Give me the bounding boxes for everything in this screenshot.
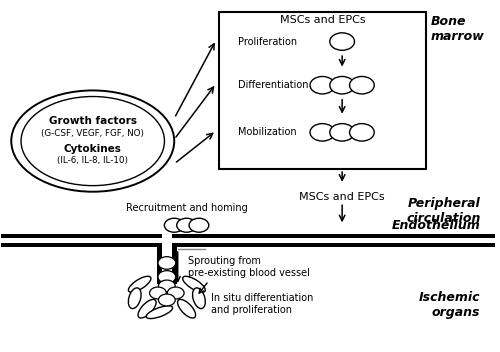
Ellipse shape <box>128 276 151 292</box>
Ellipse shape <box>182 276 206 292</box>
Ellipse shape <box>128 288 141 309</box>
Circle shape <box>330 33 354 50</box>
Circle shape <box>164 218 184 232</box>
Circle shape <box>176 218 197 232</box>
Bar <box>218 12 426 169</box>
Text: Proliferation: Proliferation <box>238 37 298 46</box>
Text: In situ differentiation
and proliferation: In situ differentiation and proliferatio… <box>212 293 314 315</box>
Text: Bone
marrow: Bone marrow <box>431 15 485 43</box>
Bar <box>172 247 176 284</box>
Text: Differentiation: Differentiation <box>238 80 309 90</box>
Bar <box>172 234 216 247</box>
Text: (IL-6, IL-8, IL-10): (IL-6, IL-8, IL-10) <box>58 157 128 165</box>
Ellipse shape <box>146 306 172 319</box>
Ellipse shape <box>138 300 156 318</box>
Circle shape <box>350 124 374 141</box>
Text: MSCs and EPCs: MSCs and EPCs <box>300 192 385 202</box>
Text: Growth factors: Growth factors <box>49 116 137 126</box>
Ellipse shape <box>192 288 205 309</box>
Ellipse shape <box>21 96 165 186</box>
Circle shape <box>158 294 175 306</box>
Circle shape <box>168 287 184 299</box>
Bar <box>162 247 172 284</box>
Bar <box>162 234 172 247</box>
Text: Sprouting from
pre-existing blood vessel: Sprouting from pre-existing blood vessel <box>188 256 310 278</box>
Circle shape <box>189 218 209 232</box>
Ellipse shape <box>178 300 196 318</box>
Ellipse shape <box>12 90 174 192</box>
Text: Endothelium: Endothelium <box>392 219 480 232</box>
Text: MSCs and EPCs: MSCs and EPCs <box>280 15 365 25</box>
Circle shape <box>158 271 176 283</box>
Text: Recruitment and homing: Recruitment and homing <box>126 203 248 213</box>
Bar <box>157 247 162 284</box>
Text: Mobilization: Mobilization <box>238 127 297 137</box>
Text: Cytokines: Cytokines <box>64 144 122 154</box>
Circle shape <box>150 287 166 299</box>
Circle shape <box>330 76 354 94</box>
Circle shape <box>158 257 176 269</box>
Text: Ischemic
organs: Ischemic organs <box>419 291 480 319</box>
Bar <box>2 238 495 243</box>
Circle shape <box>310 76 334 94</box>
Circle shape <box>330 124 354 141</box>
Text: Peripheral
circulation: Peripheral circulation <box>406 197 480 225</box>
Bar <box>172 238 216 243</box>
Text: (G-CSF, VEGF, FGF, NO): (G-CSF, VEGF, FGF, NO) <box>42 129 144 138</box>
Circle shape <box>158 280 175 292</box>
Circle shape <box>350 76 374 94</box>
Circle shape <box>310 124 334 141</box>
Bar <box>2 234 495 247</box>
